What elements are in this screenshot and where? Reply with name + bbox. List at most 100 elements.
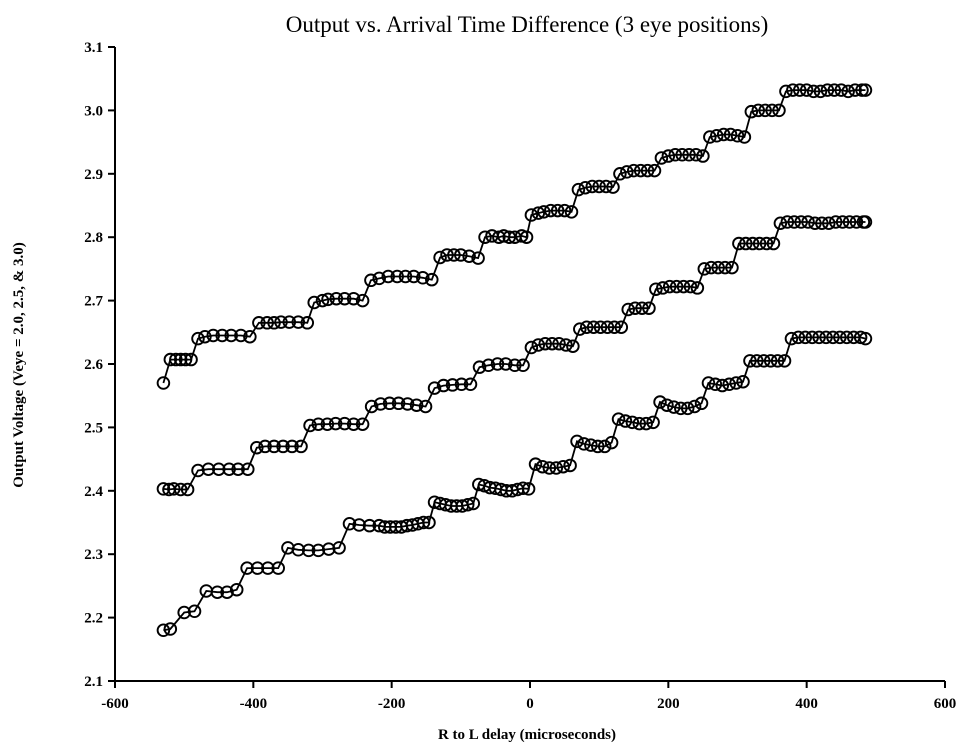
data-point (592, 179, 606, 194)
data-point (328, 416, 343, 431)
data-point (445, 378, 460, 392)
data-point (178, 352, 193, 367)
data-point (321, 292, 335, 307)
data-point (531, 338, 546, 352)
data-point (744, 104, 759, 119)
data-point (301, 543, 316, 558)
data-point (291, 543, 306, 557)
data-point (542, 461, 557, 475)
axes: 2.1 2.2 2.3 2.4 2.5 2.6 2.7 2.8 2.9 3.0 3.1 -600 -40… (84, 40, 956, 712)
data-point (409, 398, 424, 412)
y-tick-label: 3.1 (84, 40, 103, 56)
data-point (537, 205, 551, 219)
data-point (826, 330, 840, 345)
data-point (229, 582, 244, 597)
data-point (822, 216, 836, 231)
data-point (808, 216, 822, 231)
data-point (801, 215, 815, 229)
data-point (222, 462, 236, 476)
data-point (842, 215, 857, 229)
data-point (433, 250, 447, 265)
data-point (516, 481, 530, 496)
data-point (535, 459, 550, 474)
data-point (422, 515, 436, 530)
y-tick-label: 2.3 (84, 547, 103, 563)
data-point (462, 249, 476, 263)
data-point (819, 330, 833, 345)
data-point (599, 179, 613, 194)
data-point (766, 236, 781, 251)
data-point (640, 163, 655, 178)
series-1 (156, 83, 873, 390)
data-point (687, 399, 702, 414)
data-point (337, 291, 352, 306)
data-point (584, 438, 598, 452)
data-point (260, 316, 274, 330)
data-point (156, 482, 171, 496)
data-point (215, 328, 229, 343)
data-point (611, 412, 626, 426)
data-point (549, 461, 564, 475)
data-point (578, 180, 593, 195)
data-point (184, 352, 198, 367)
x-tick-label: 400 (795, 696, 818, 712)
data-point (559, 338, 573, 352)
data-point (198, 329, 212, 344)
data-point (647, 163, 662, 178)
data-point (461, 497, 475, 512)
data-point (573, 322, 587, 336)
data-point (662, 279, 677, 294)
data-point (656, 281, 670, 295)
data-point (757, 354, 771, 368)
data-point (173, 352, 188, 367)
data-point (300, 316, 315, 330)
data-point (793, 83, 807, 97)
data-point (538, 336, 552, 351)
data-point (571, 182, 586, 197)
data-point (427, 381, 442, 395)
y-tick-label: 2.7 (84, 294, 103, 310)
data-point (163, 352, 178, 367)
data-point (722, 377, 736, 392)
data-point (382, 396, 397, 411)
data-point (763, 354, 778, 368)
x-tick-label: -400 (240, 696, 268, 712)
data-point (156, 623, 171, 638)
y-tick-label: 2.5 (84, 420, 103, 436)
data-point (502, 230, 517, 244)
data-point (765, 103, 779, 118)
data-point (250, 440, 264, 455)
data-point (557, 203, 572, 218)
data-point (440, 248, 454, 262)
data-point (780, 215, 795, 229)
data-point (454, 377, 469, 392)
data-point (545, 336, 559, 351)
data-point (660, 398, 674, 412)
data-point (661, 149, 676, 163)
data-point (635, 301, 649, 315)
data-point (191, 331, 205, 346)
data-point (614, 320, 629, 334)
data-point (521, 482, 536, 496)
data-point (841, 84, 855, 99)
data-point (563, 458, 577, 473)
data-point (390, 269, 404, 284)
data-point (848, 83, 862, 97)
data-point (481, 358, 496, 373)
y-tick-label: 2.2 (84, 611, 103, 627)
data-point (355, 293, 370, 308)
data-point (627, 163, 641, 178)
data-point (736, 375, 750, 389)
data-point (696, 149, 710, 163)
data-point (550, 203, 565, 218)
data-point (618, 414, 633, 428)
data-point (653, 395, 667, 409)
data-point (668, 148, 683, 162)
data-point (156, 376, 171, 390)
data-point (772, 103, 786, 118)
y-tick-label: 2.4 (84, 484, 103, 500)
data-point (625, 415, 640, 430)
data-point (813, 84, 828, 99)
data-point (531, 206, 546, 220)
chart-title: Output vs. Arrival Time Difference (3 ey… (286, 12, 769, 37)
